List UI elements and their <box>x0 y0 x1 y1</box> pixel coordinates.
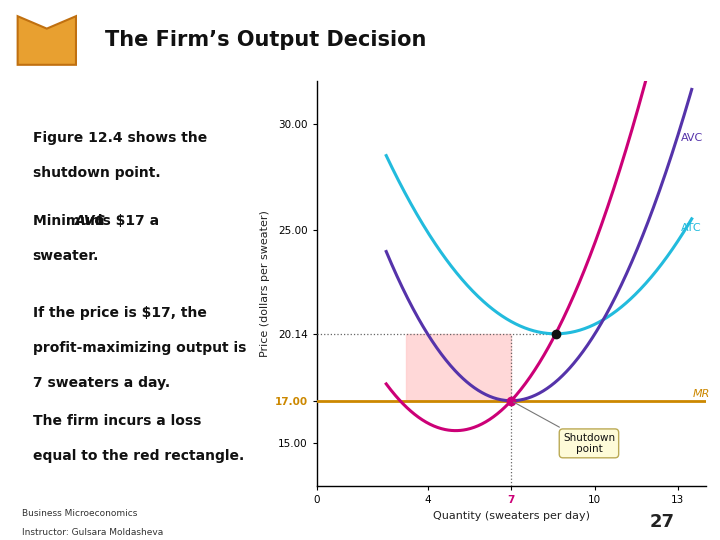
Text: The Firm’s Output Decision: The Firm’s Output Decision <box>105 30 426 51</box>
Text: AVC: AVC <box>680 133 703 143</box>
Text: profit-maximizing output is: profit-maximizing output is <box>32 341 246 355</box>
Text: sweater.: sweater. <box>32 249 99 264</box>
Text: Instructor: Gulsara Moldasheva: Instructor: Gulsara Moldasheva <box>22 528 163 537</box>
Text: The firm incurs a loss: The firm incurs a loss <box>32 414 201 428</box>
Text: equal to the red rectangle.: equal to the red rectangle. <box>32 449 244 463</box>
Text: shutdown point.: shutdown point. <box>32 166 160 180</box>
Text: Shutdown
point: Shutdown point <box>513 402 615 454</box>
Text: is $17 a: is $17 a <box>93 214 159 228</box>
Text: If the price is $17, the: If the price is $17, the <box>32 306 207 320</box>
Text: AVC: AVC <box>75 214 106 228</box>
Text: Business Microeconomics: Business Microeconomics <box>22 509 137 518</box>
Text: MR: MR <box>693 389 711 399</box>
Y-axis label: Price (dollars per sweater): Price (dollars per sweater) <box>261 210 271 357</box>
Text: ATC: ATC <box>680 222 701 233</box>
Text: 27: 27 <box>650 513 675 531</box>
Polygon shape <box>405 334 511 401</box>
X-axis label: Quantity (sweaters per day): Quantity (sweaters per day) <box>433 511 590 521</box>
Text: Minimum: Minimum <box>32 214 109 228</box>
Text: Figure 12.4 shows the: Figure 12.4 shows the <box>32 131 207 145</box>
Polygon shape <box>17 16 76 65</box>
Text: 7 sweaters a day.: 7 sweaters a day. <box>32 376 170 390</box>
